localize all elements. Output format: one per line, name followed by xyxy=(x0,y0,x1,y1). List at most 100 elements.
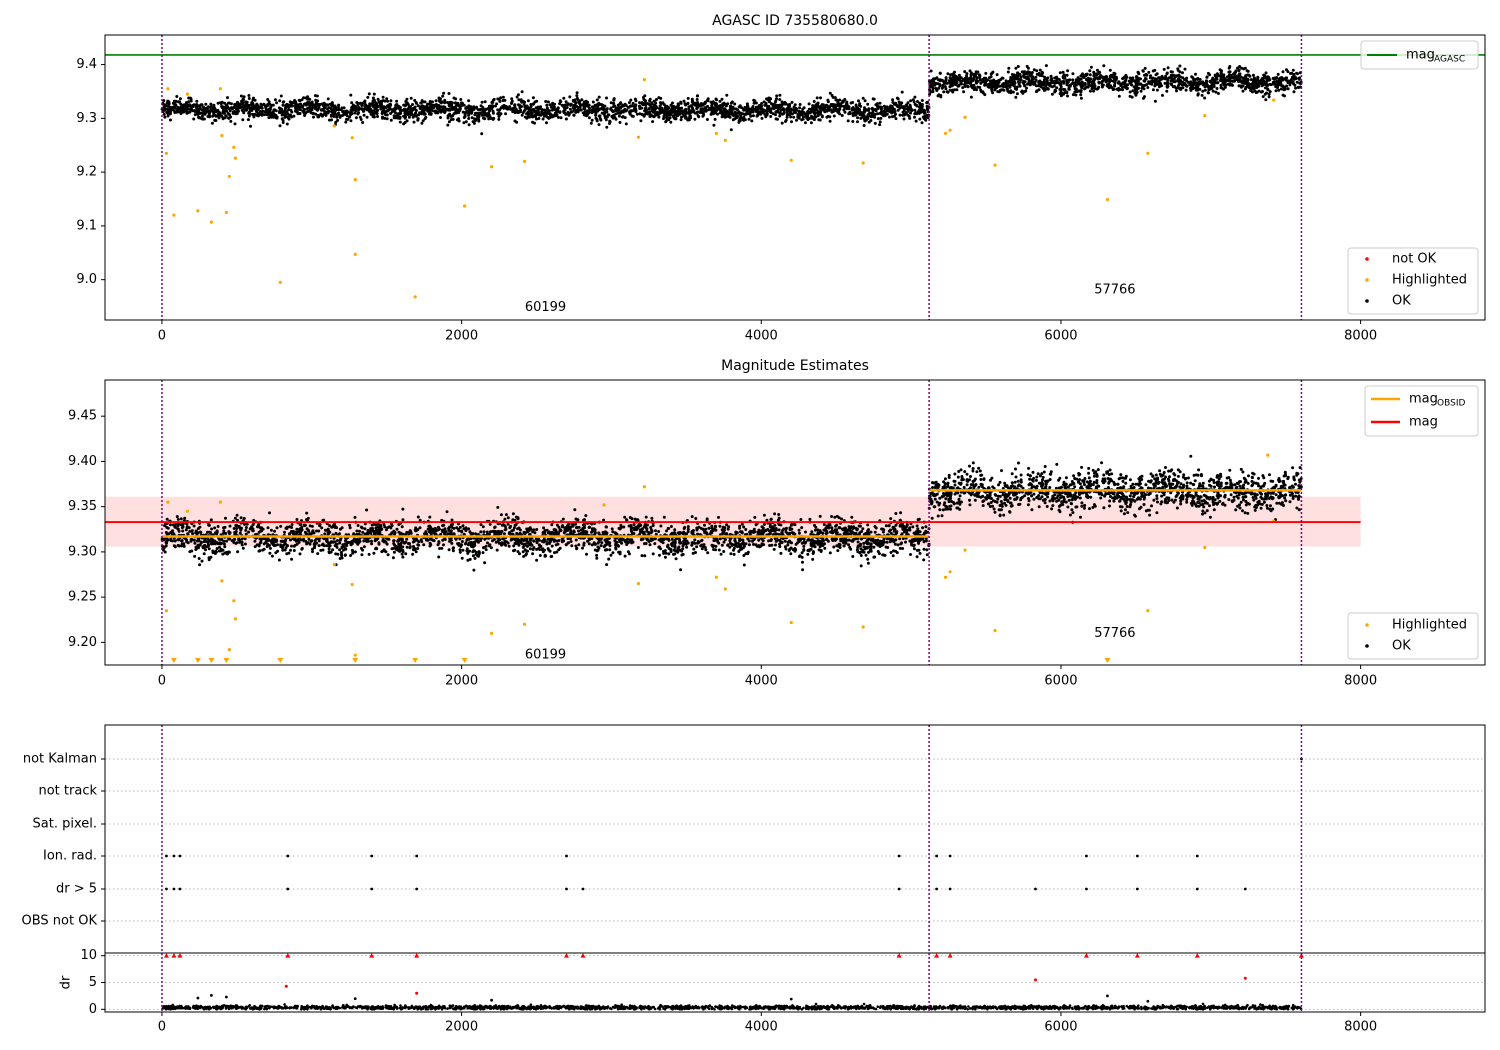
agasc-ok-point xyxy=(1061,70,1065,74)
agasc-ok-point xyxy=(526,99,530,103)
agasc-ok-point xyxy=(906,113,910,117)
mag-ok-point xyxy=(692,547,696,551)
agasc-highlighted-point xyxy=(1272,98,1276,102)
agasc-ok-point xyxy=(969,84,973,88)
mag-ok-point xyxy=(611,551,615,555)
mag-ok-point xyxy=(411,552,415,556)
agasc-ok-point xyxy=(303,114,307,117)
agasc-ok-point xyxy=(1165,84,1169,88)
agasc-ok-point xyxy=(336,108,340,112)
agasc-ok-point xyxy=(703,106,707,110)
agasc-highlighted-point xyxy=(861,161,865,165)
agasc-ok-point xyxy=(1166,66,1170,70)
agasc-ok-point xyxy=(480,108,484,111)
agasc-ok-point xyxy=(344,120,348,124)
agasc-ok-point xyxy=(162,99,166,103)
agasc-ok-point xyxy=(167,104,171,108)
agasc-ok-point xyxy=(357,106,361,109)
agasc-ok-point xyxy=(938,82,941,86)
agasc-ok-point xyxy=(560,103,564,107)
agasc-ytick-label: 9.2 xyxy=(76,165,97,180)
agasc-ok-point xyxy=(184,101,188,105)
agasc-ok-point xyxy=(188,104,192,108)
agasc-ok-point xyxy=(1211,78,1215,81)
agasc-ok-point xyxy=(987,85,991,89)
agasc-ok-point xyxy=(1139,82,1143,86)
agasc-ok-point xyxy=(1038,74,1042,77)
agasc-ok-point xyxy=(605,115,609,119)
agasc-ok-point xyxy=(664,120,668,124)
agasc-ok-point xyxy=(1251,81,1255,85)
agasc-ok-point xyxy=(828,91,832,95)
agasc-ok-point xyxy=(1283,85,1287,89)
agasc-ok-point xyxy=(173,111,177,114)
agasc-ok-point xyxy=(467,104,471,108)
agasc-ok-point xyxy=(1246,73,1249,77)
mag-ok-point xyxy=(191,532,195,536)
agasc-ok-point xyxy=(1213,74,1217,78)
agasc-ok-point xyxy=(759,108,763,111)
agasc-ok-point xyxy=(1050,85,1054,89)
agasc-ok-point xyxy=(835,108,839,112)
agasc-ok-point xyxy=(984,71,988,75)
agasc-ok-point xyxy=(713,117,717,121)
agasc-ok-point xyxy=(349,110,353,114)
agasc-ok-point xyxy=(562,96,566,100)
mag-ok-point xyxy=(630,517,634,521)
agasc-ok-point xyxy=(247,114,251,118)
mag-ok-point xyxy=(847,543,851,547)
agasc-ok-point xyxy=(564,117,568,121)
agasc-ok-point xyxy=(618,121,622,124)
agasc-ok-point xyxy=(1000,76,1004,80)
agasc-ok-point xyxy=(752,98,756,102)
agasc-ok-point xyxy=(1025,86,1028,90)
agasc-ok-point xyxy=(952,79,956,83)
agasc-ok-point xyxy=(1023,84,1027,87)
agasc-ok-point xyxy=(504,112,508,116)
agasc-ok-point xyxy=(698,110,701,114)
agasc-ok-point xyxy=(302,108,306,111)
agasc-ok-point xyxy=(1284,78,1288,82)
agasc-ok-point xyxy=(525,116,529,120)
agasc-ok-point xyxy=(640,113,644,116)
agasc-ok-point xyxy=(1153,99,1157,103)
agasc-ok-point xyxy=(1143,73,1146,77)
agasc-ok-point xyxy=(1153,83,1157,87)
agasc-ok-point xyxy=(931,90,935,94)
mag-ok-point xyxy=(800,526,804,530)
agasc-highlighted-point xyxy=(413,295,417,299)
agasc-ok-point xyxy=(290,110,294,114)
agasc-ok-point xyxy=(733,102,737,106)
agasc-ok-point xyxy=(311,112,315,116)
agasc-ok-point xyxy=(798,103,802,106)
agasc-ok-point xyxy=(1074,88,1078,92)
agasc-ok-point xyxy=(678,108,682,112)
agasc-ok-point xyxy=(844,105,848,108)
agasc-ok-point xyxy=(873,113,877,116)
agasc-ok-point xyxy=(1207,91,1210,95)
agasc-ok-point xyxy=(422,110,426,114)
agasc-ok-point xyxy=(906,101,910,105)
agasc-ok-point xyxy=(609,106,613,110)
agasc-ok-point xyxy=(543,108,547,112)
agasc-ok-point xyxy=(774,117,778,121)
agasc-ok-point xyxy=(295,105,299,109)
agasc-ok-point xyxy=(181,106,185,109)
agasc-ok-point xyxy=(1065,91,1069,95)
agasc-ok-point xyxy=(472,121,476,125)
agasc-ok-point xyxy=(578,108,582,112)
agasc-ok-point xyxy=(1059,83,1063,87)
agasc-ok-point xyxy=(337,103,341,107)
agasc-ok-point xyxy=(497,111,501,114)
agasc-ok-point xyxy=(1189,86,1192,90)
agasc-ok-point xyxy=(368,104,372,108)
agasc-ok-point xyxy=(229,119,233,123)
agasc-ok-point xyxy=(842,108,846,112)
agasc-ok-point xyxy=(996,90,1000,94)
agasc-ok-point xyxy=(1239,85,1243,89)
agasc-ok-point xyxy=(687,108,691,112)
agasc-ok-point xyxy=(164,104,167,108)
mag-ok-point xyxy=(360,553,364,557)
agasc-ok-point xyxy=(889,104,893,108)
